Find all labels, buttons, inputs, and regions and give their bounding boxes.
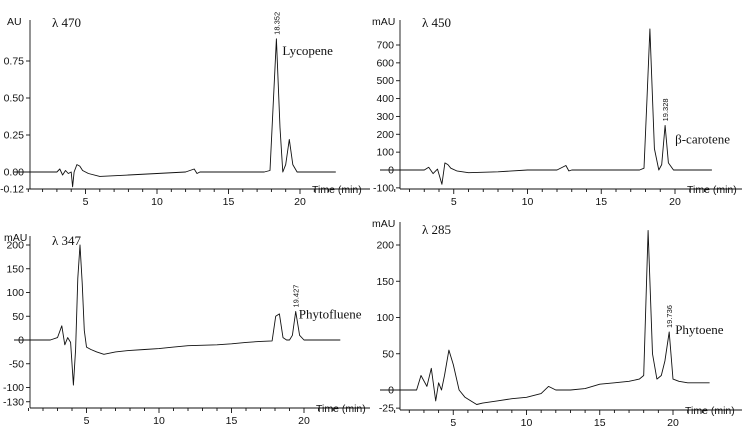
y-tick-label: 600 [376, 57, 394, 69]
y-tick-label: 0.75 [4, 56, 25, 68]
chromatogram-trace [380, 28, 712, 185]
compound-label: Phytofluene [299, 307, 362, 322]
x-axis-label: Time (min) [316, 403, 366, 415]
y-tick-label: 200 [376, 129, 394, 141]
chromatogram-trace [380, 230, 710, 405]
y-tick-label: 150 [6, 263, 24, 275]
y-tick-label: 0 [388, 165, 394, 177]
chart-panel-1: AU λ 470 0.75 0.50 0.25 0.00 -0.12 5 10 15 20 Time … [0, 12, 370, 208]
chart-panel-3: mAU λ 347 200 150 100 50 0 -50 -100 -130 5 10 15 20 Ti… [3, 232, 370, 427]
wavelength-label: λ 450 [422, 15, 451, 30]
y-tick-label: 0.00 [4, 167, 25, 179]
x-tick-label: 5 [450, 417, 456, 429]
y-tick-label: -100 [3, 382, 24, 394]
compound-label: Phytoene [675, 322, 724, 337]
x-axis-label: Time (min) [687, 184, 737, 196]
y-tick-label: 0 [18, 335, 24, 347]
retention-time-label: 19.328 [661, 98, 670, 121]
y-tick-label: 150 [376, 276, 394, 288]
y-tick-label: 500 [376, 75, 394, 87]
y-tick-label: 50 [382, 348, 394, 360]
y-unit-label: mAU [372, 218, 395, 230]
y-tick-label: 300 [376, 111, 394, 123]
wavelength-label: λ 347 [52, 233, 82, 248]
x-tick-label: 20 [669, 196, 681, 208]
y-tick-label: 100 [376, 312, 394, 324]
chromatogram-trace [14, 244, 341, 386]
x-tick-label: 10 [153, 415, 165, 427]
x-tick-label: 10 [522, 196, 534, 208]
x-tick-label: 15 [223, 196, 235, 208]
y-unit-label: mAU [4, 232, 27, 244]
wavelength-label: λ 470 [52, 15, 81, 30]
retention-time-label: 18.352 [272, 12, 281, 35]
x-tick-label: 5 [451, 196, 457, 208]
x-tick-label: 20 [667, 417, 679, 429]
y-tick-label: -130 [3, 396, 24, 408]
compound-label: Lycopene [282, 43, 333, 58]
x-tick-label: 20 [298, 415, 310, 427]
chart-panel-4: mAU λ 285 200 150 100 50 0 -25 5 10 15 20 Time (min)… [372, 218, 742, 429]
y-tick-label: 400 [376, 93, 394, 105]
x-tick-label: 15 [595, 196, 607, 208]
x-tick-label: 15 [594, 417, 606, 429]
compound-label: β-carotene [675, 131, 730, 146]
y-unit-label: mAU [372, 16, 395, 28]
x-axis-label: Time (min) [685, 405, 735, 417]
retention-time-label: 19.736 [665, 305, 674, 328]
x-tick-label: 10 [151, 196, 163, 208]
x-axis-label: Time (min) [312, 184, 362, 196]
x-tick-label: 5 [83, 196, 89, 208]
y-tick-label: -50 [9, 358, 24, 370]
y-tick-label: 0.50 [4, 93, 25, 105]
y-tick-label: 50 [12, 311, 24, 323]
y-tick-label: -0.12 [0, 184, 24, 196]
x-tick-label: 15 [226, 415, 238, 427]
y-tick-label: 100 [6, 287, 24, 299]
y-unit-label: AU [7, 16, 22, 28]
y-tick-label: 200 [6, 240, 24, 252]
y-tick-label: 0.25 [4, 130, 25, 142]
y-tick-label: -25 [379, 403, 394, 415]
y-tick-label: 700 [376, 40, 394, 52]
chart-panel-2: mAU λ 450 700 600 500 400 300 200 100 0 -100 5 10 15 2… [372, 15, 742, 208]
x-tick-label: 10 [521, 417, 533, 429]
y-tick-label: 100 [376, 147, 394, 159]
y-tick-label: 0 [388, 385, 394, 397]
retention-time-label: 19.427 [292, 285, 301, 308]
wavelength-label: λ 285 [422, 222, 451, 237]
y-tick-label: -100 [373, 182, 394, 194]
x-tick-label: 5 [84, 415, 90, 427]
chromatogram-trace [14, 38, 336, 188]
x-tick-label: 20 [294, 196, 306, 208]
y-tick-label: 200 [376, 240, 394, 252]
